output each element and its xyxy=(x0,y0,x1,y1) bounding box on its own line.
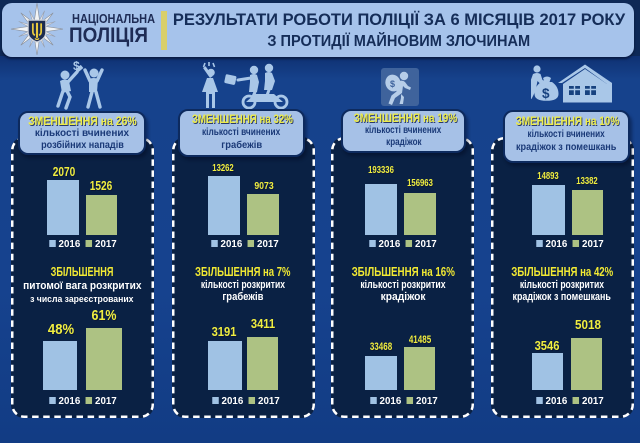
svg-text:$: $ xyxy=(390,79,395,89)
svg-text:$: $ xyxy=(73,59,80,73)
svg-text:$: $ xyxy=(542,86,550,101)
